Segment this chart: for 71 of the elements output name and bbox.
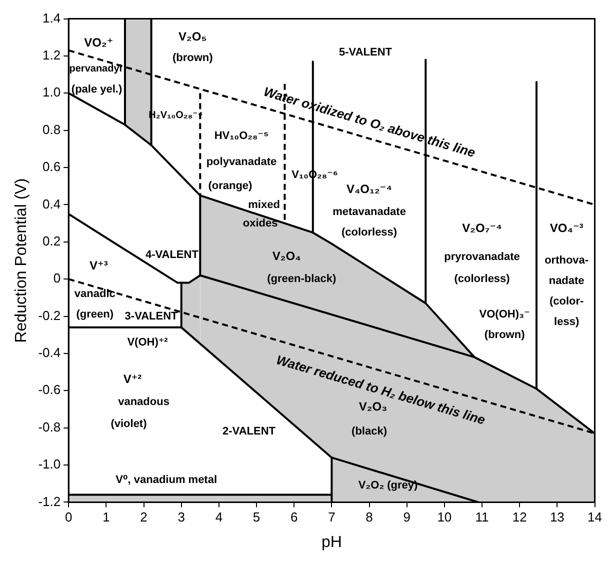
y-tick-label: -0.6 — [38, 382, 61, 398]
annotation: nadate — [548, 274, 584, 287]
annotation: V₂O₂ (grey) — [358, 480, 418, 492]
annotation: HV₁₀O₂₈⁻⁵ — [214, 130, 269, 142]
annotation: (colorless) — [341, 226, 398, 239]
x-tick-label: 9 — [403, 510, 410, 525]
y-tick-label: 0.2 — [42, 233, 61, 248]
annotation: (green-black) — [267, 273, 336, 286]
x-tick-label: 12 — [512, 510, 527, 525]
y-tick-label: 1.0 — [42, 84, 61, 100]
annotation: VO(OH)₃⁻ — [479, 308, 530, 320]
annotation: V₄O₁₂⁻⁴ — [346, 182, 392, 196]
annotation: orthova- — [544, 254, 589, 267]
annotation: V₂O₄ — [272, 249, 302, 264]
annotation: oxides — [242, 217, 278, 230]
y-tick-label: -0.8 — [38, 419, 61, 434]
x-tick-label: 4 — [215, 510, 223, 525]
annotation: metavanadate — [332, 206, 406, 218]
annotation: vanadic — [74, 288, 116, 300]
x-axis-title: pH — [321, 534, 342, 551]
annotation: V⁰, vanadium metal — [116, 474, 218, 486]
annotation: 4-VALENT — [145, 248, 199, 261]
x-tick-label: 14 — [588, 510, 602, 525]
x-tick-label: 13 — [550, 510, 564, 525]
annotation: 3-VALENT — [124, 310, 178, 322]
annotation: pervanadyl — [69, 64, 122, 75]
annotation: V₂O₃ — [358, 400, 388, 414]
annotation: V⁺² — [123, 372, 142, 386]
annotation: polyvanadate — [206, 156, 277, 168]
annotation: V₂O₇⁻⁴ — [462, 221, 502, 236]
y-tick-label: 1.4 — [42, 10, 61, 26]
annotation: V₂O₅ — [178, 30, 207, 44]
x-tick-label: 8 — [366, 510, 373, 525]
annotation: (brown) — [484, 328, 526, 341]
y-tick-label: -1.0 — [38, 456, 61, 472]
annotation: 2-VALENT — [222, 426, 276, 438]
x-tick-label: 3 — [178, 510, 185, 525]
annotation: VO₂⁺ — [84, 35, 114, 50]
annotation: (black) — [352, 426, 388, 438]
annotation: (orange) — [208, 180, 253, 192]
annotation: mixed — [248, 198, 280, 211]
annotation: (pale yel.) — [71, 83, 122, 96]
x-tick-label: 11 — [475, 510, 489, 525]
y-tick-label: -0.2 — [38, 308, 61, 323]
annotation: (colorless) — [454, 273, 510, 286]
annotation: less) — [554, 316, 580, 328]
annotation: (brown) — [172, 52, 214, 64]
annotation: 5-VALENT — [339, 46, 392, 58]
x-tick-label: 2 — [140, 510, 148, 525]
x-tick-label: 6 — [290, 510, 298, 525]
annotation: vanadous — [118, 396, 170, 408]
y-tick-label: -0.4 — [38, 345, 61, 360]
annotation: VO₄⁻³ — [550, 221, 584, 236]
y-tick-label: 0.6 — [42, 159, 61, 174]
x-tick-label: 5 — [252, 510, 260, 525]
annotation: (green) — [76, 308, 114, 320]
y-tick-label: 1.2 — [42, 48, 61, 63]
x-tick-label: 10 — [437, 510, 452, 525]
annotation: V⁺³ — [89, 258, 108, 272]
x-tick-label: 7 — [328, 510, 336, 525]
y-tick-label: 0.8 — [42, 122, 61, 137]
annotation: V(OH)⁺² — [127, 336, 168, 348]
x-tick-label: 1 — [102, 510, 110, 525]
y-tick-label: 0.4 — [42, 196, 61, 212]
annotation: pryrovanadate — [444, 250, 520, 263]
x-tick-label: 0 — [64, 510, 72, 525]
annotation: (violet) — [110, 418, 148, 430]
y-axis-title: Reduction Potential (V) — [13, 178, 30, 343]
annotation: (color- — [549, 295, 584, 308]
y-tick-label: -1.2 — [38, 494, 61, 509]
y-tick-label: 0 — [53, 270, 61, 286]
